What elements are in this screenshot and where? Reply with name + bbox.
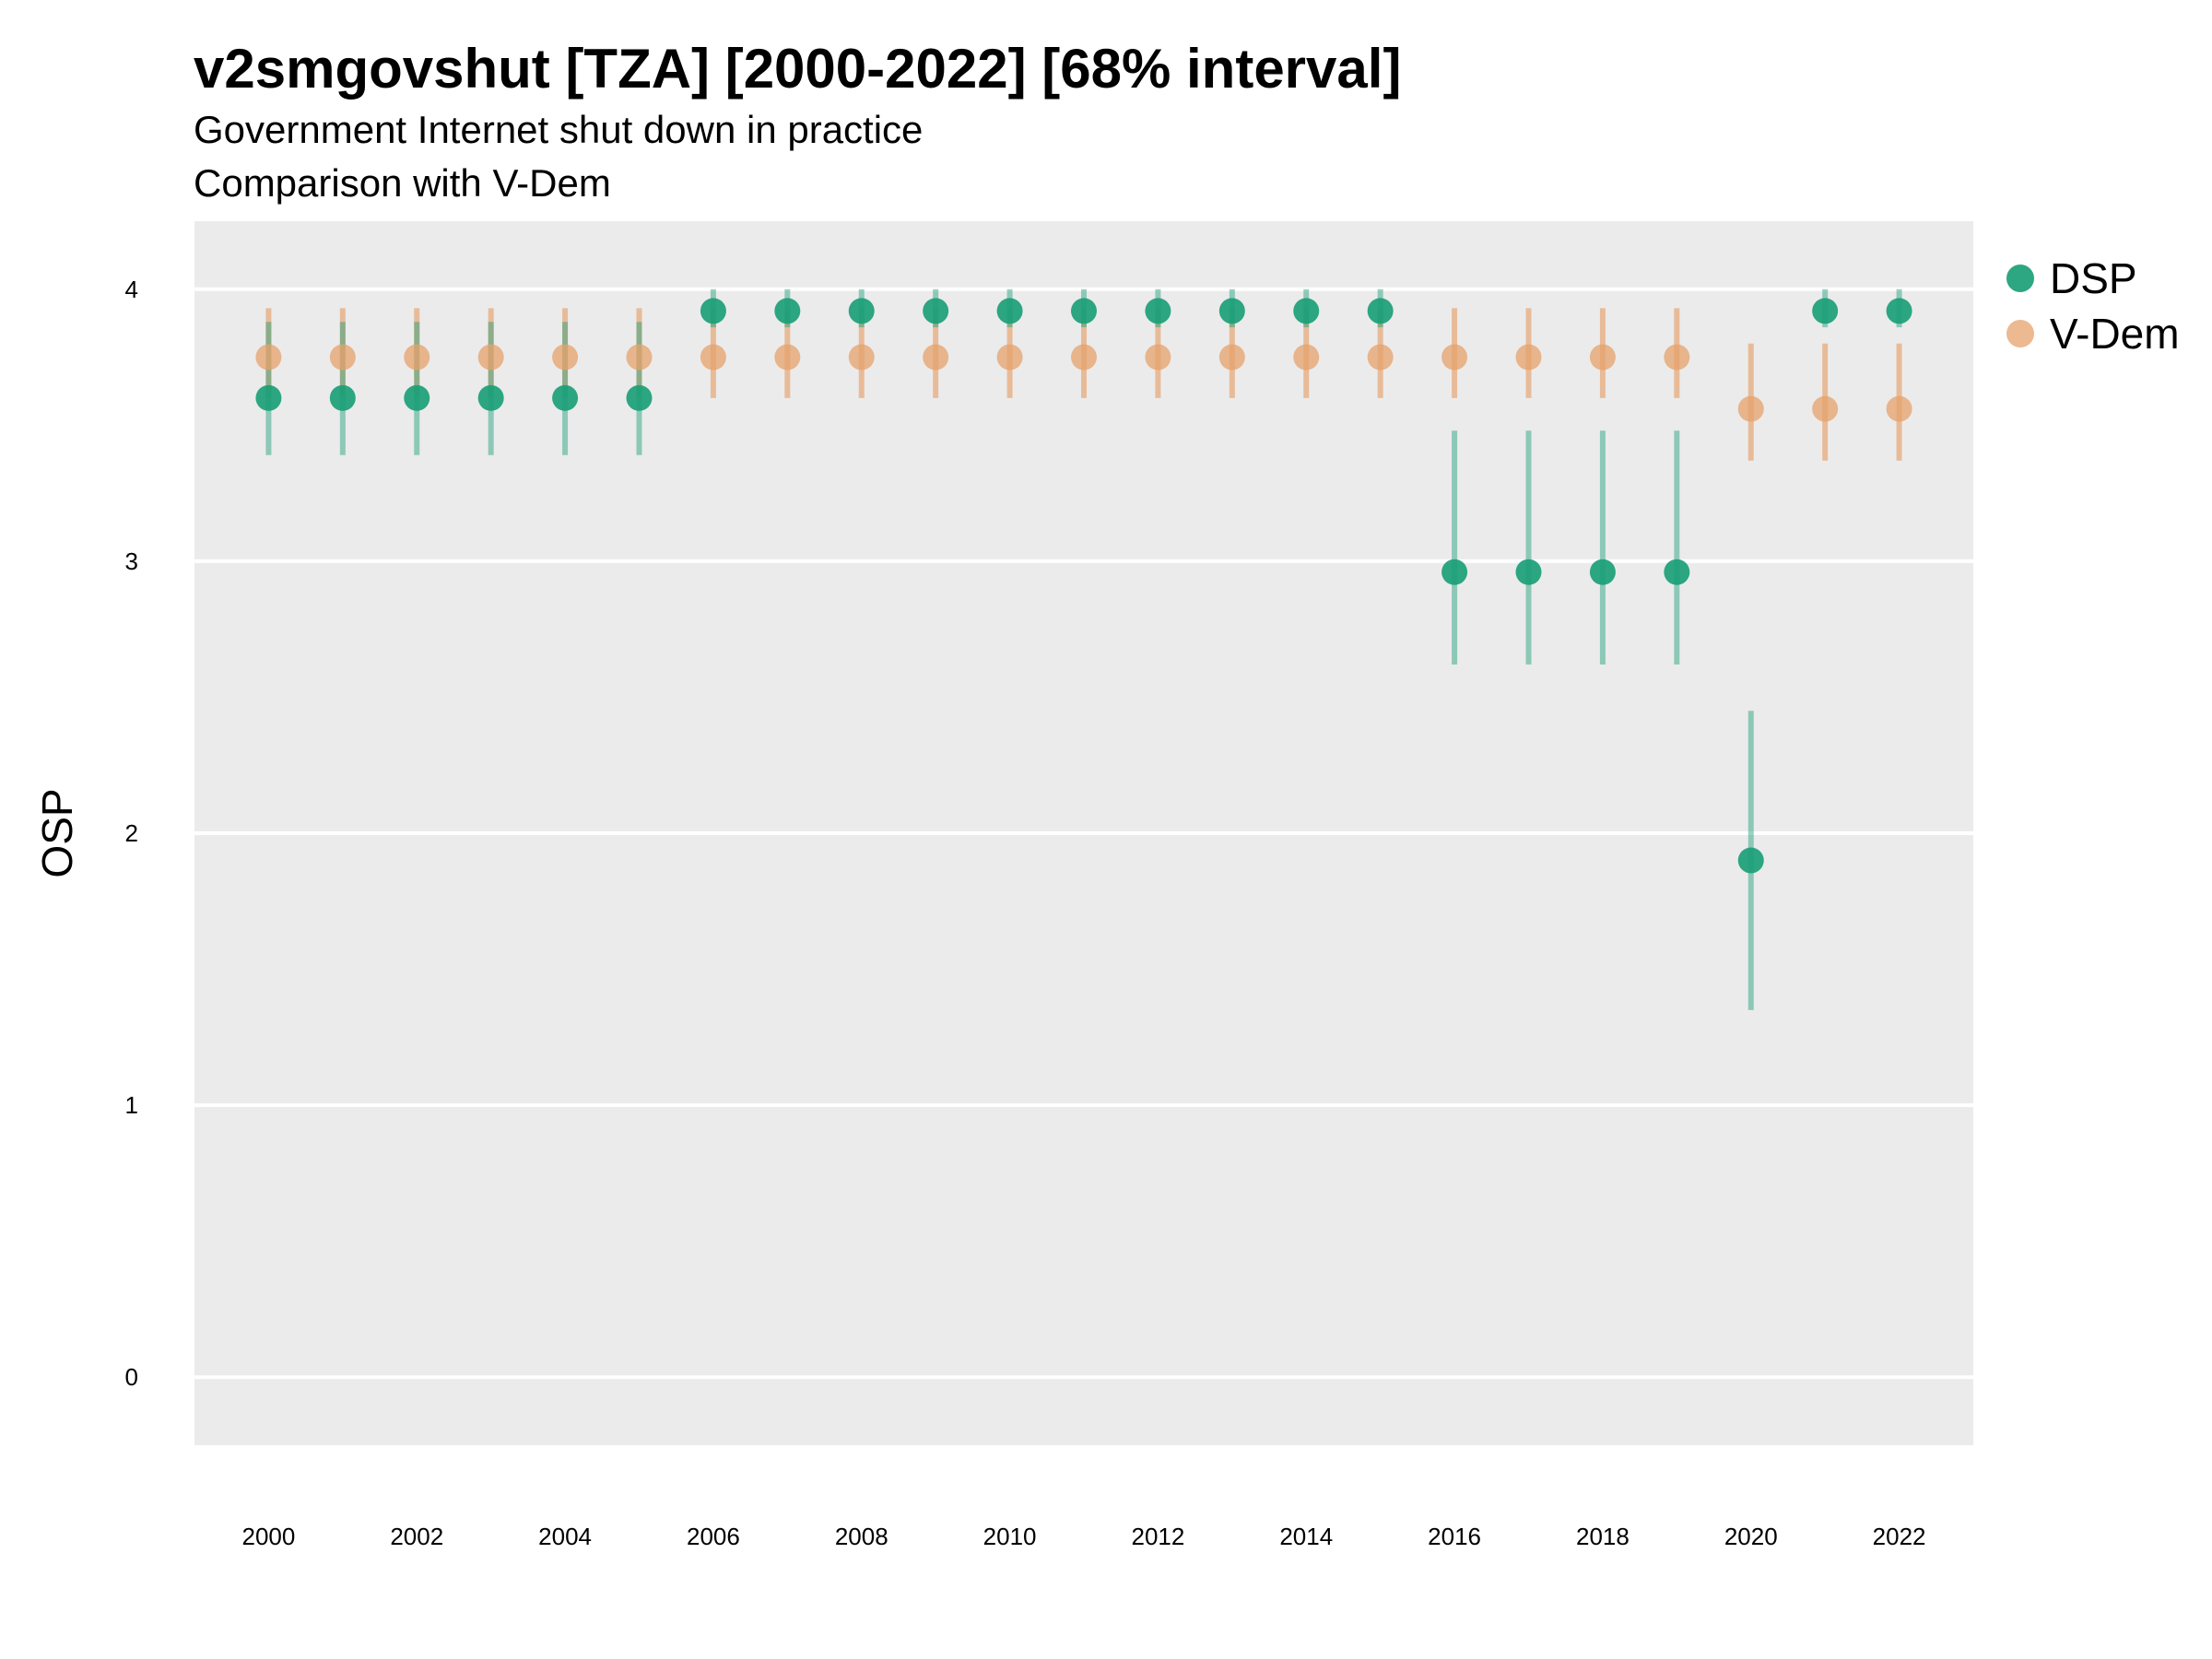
y-tick-label: 0 [125,1363,138,1391]
vdem-point-2004 [552,344,579,371]
vdem-point-2011 [1071,344,1097,371]
dsp-point-2013 [1218,298,1245,324]
dsp-point-2021 [1812,298,1839,324]
dsp-point-2012 [1145,298,1171,324]
vdem-point-2021 [1812,395,1839,422]
vdem-point-2013 [1218,344,1245,371]
chart-subtitle-line-2: Comparison with V-Dem [194,161,611,205]
y-tick-label: 4 [125,276,138,303]
dsp-point-2007 [774,298,801,324]
x-tick-label: 2020 [1724,1523,1778,1550]
dsp-point-2022 [1886,298,1912,324]
vdem-point-2005 [626,344,653,371]
chart-subtitle-line-1: Government Internet shut down in practic… [194,108,923,151]
vdem-point-2020 [1737,395,1764,422]
dsp-point-2002 [404,384,430,411]
vdem-point-2018 [1589,344,1616,371]
dsp-point-2001 [329,384,356,411]
data-points [255,298,1912,874]
y-tick-label: 2 [125,819,138,847]
vdem-point-2006 [700,344,726,371]
x-tick-label: 2016 [1428,1523,1481,1550]
legend-key-dsp [2006,265,2034,292]
vdem-point-2016 [1441,344,1468,371]
vdem-point-2002 [404,344,430,371]
dsp-point-2020 [1737,847,1764,874]
dsp-point-2019 [1664,559,1690,585]
dsp-point-2014 [1293,298,1320,324]
gridlines [194,287,1973,1380]
y-axis-tick-labels: 0 1 2 3 4 [125,276,138,1391]
dsp-point-2010 [996,298,1023,324]
vdem-point-2010 [996,344,1023,371]
x-tick-label: 2000 [241,1523,295,1550]
y-axis-label: OSP [33,788,81,877]
vdem-point-2003 [477,344,504,371]
vdem-point-2014 [1293,344,1320,371]
dsp-point-2000 [255,384,282,411]
x-tick-label: 2006 [687,1523,740,1550]
vdem-point-2017 [1515,344,1542,371]
x-tick-label: 2012 [1131,1523,1184,1550]
dsp-point-2017 [1515,559,1542,585]
dsp-point-2003 [477,384,504,411]
y-tick-label: 1 [125,1091,138,1119]
dsp-point-2011 [1071,298,1097,324]
x-tick-label: 2008 [835,1523,888,1550]
x-tick-label: 2004 [538,1523,592,1550]
legend: DSP V-Dem [2006,254,2180,358]
legend-label-vdem: V-Dem [2050,310,2180,358]
x-tick-label: 2002 [390,1523,443,1550]
dsp-point-2009 [923,298,949,324]
x-tick-label: 2010 [983,1523,1037,1550]
chart-title: v2smgovshut [TZA] [2000-2022] [68% inter… [194,38,1401,100]
x-tick-label: 2014 [1279,1523,1333,1550]
dsp-point-2016 [1441,559,1468,585]
dsp-point-2008 [848,298,875,324]
vdem-point-2000 [255,344,282,371]
legend-label-dsp: DSP [2050,254,2137,302]
x-tick-label: 2018 [1576,1523,1630,1550]
dsp-point-2006 [700,298,726,324]
vdem-point-2019 [1664,344,1690,371]
vdem-point-2008 [848,344,875,371]
dsp-point-2018 [1589,559,1616,585]
vdem-point-2007 [774,344,801,371]
x-axis-tick-labels: 2000 2002 2004 2006 2008 2010 2012 2014 2016 2018… [241,1523,1925,1550]
vdem-point-2001 [329,344,356,371]
dsp-point-2005 [626,384,653,411]
dsp-point-2004 [552,384,579,411]
dsp-point-2015 [1367,298,1394,324]
vdem-point-2015 [1367,344,1394,371]
vdem-point-2009 [923,344,949,371]
y-tick-label: 3 [125,547,138,575]
x-tick-label: 2022 [1873,1523,1926,1550]
vdem-point-2012 [1145,344,1171,371]
vdem-point-2022 [1886,395,1912,422]
legend-key-vdem [2006,320,2034,347]
